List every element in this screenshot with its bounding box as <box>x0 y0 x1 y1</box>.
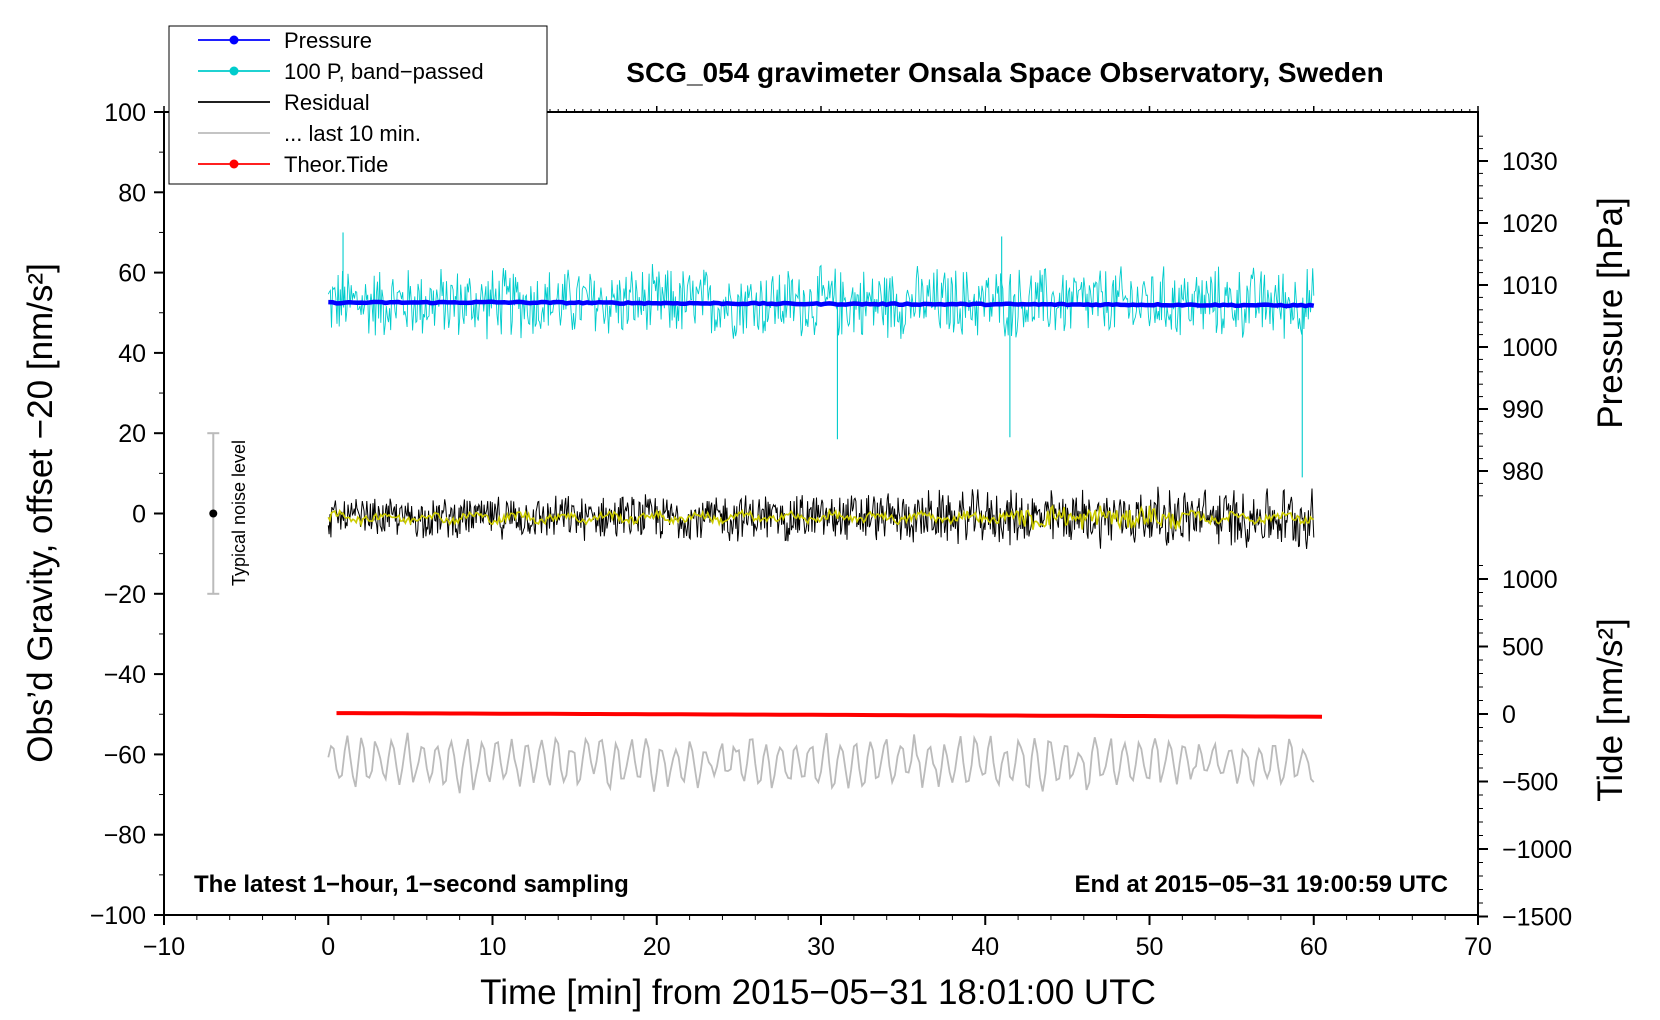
legend-marker <box>229 66 239 76</box>
legend-marker <box>229 35 239 45</box>
tide-tick-label: −1500 <box>1502 904 1572 932</box>
y-tick-label: −100 <box>90 902 146 930</box>
x-axis-title: Time [min] from 2015−05−31 18:01:00 UTC <box>480 973 1156 1012</box>
y-tick-label: −20 <box>104 581 146 609</box>
tide-tick-label: 500 <box>1502 634 1544 662</box>
annotation-end-time: End at 2015−05−31 19:00:59 UTC <box>1074 871 1448 898</box>
annotation-sampling: The latest 1−hour, 1−second sampling <box>194 871 629 898</box>
last-10-min-series <box>327 732 1315 794</box>
y-tick-label: 20 <box>118 420 146 448</box>
axes-layer: −10 0 10 20 30 40 50 60 70−100−80−60−40−20020406… <box>90 99 1573 961</box>
pressure-tick-label: 1010 <box>1502 272 1558 300</box>
residual-series <box>327 486 1315 550</box>
legend-label: Theor.Tide <box>284 152 388 177</box>
pressure-series <box>328 299 1315 309</box>
y-tick-label: 80 <box>118 179 146 207</box>
y-axis-title-left: Obs’d Gravity, offset −20 [nm/s²] <box>21 263 60 763</box>
pressure-tick-label: 1020 <box>1502 210 1558 238</box>
legend-box <box>168 25 548 185</box>
pressure-tick-label: 990 <box>1502 396 1544 424</box>
legend-label: 100 P, band−passed <box>284 59 484 84</box>
y-tick-label: 40 <box>118 340 146 368</box>
residual-smoothed-series <box>327 504 1314 531</box>
y-tick-label: −40 <box>104 661 146 689</box>
theoretical-tide-series <box>336 711 1323 719</box>
bandpassed-pressure-series <box>327 263 1315 340</box>
legend-label: Pressure <box>284 28 372 53</box>
x-tick-label: 0 <box>321 933 335 961</box>
tide-tick-label: 1000 <box>1502 566 1558 594</box>
y-tick-label: −60 <box>104 741 146 769</box>
pressure-tick-label: 1030 <box>1502 148 1558 176</box>
tide-tick-label: 0 <box>1502 701 1516 729</box>
x-tick-label: −10 <box>143 933 185 961</box>
x-tick-label: 10 <box>479 933 507 961</box>
legend-label: Residual <box>284 90 370 115</box>
x-tick-label: 40 <box>971 933 999 961</box>
legend-label: ... last 10 min. <box>284 121 421 146</box>
plot-layer <box>207 232 1323 794</box>
y-tick-label: −80 <box>104 822 146 850</box>
x-tick-label: 60 <box>1300 933 1328 961</box>
tide-tick-label: −500 <box>1502 769 1558 797</box>
noise-level-label: Typical noise level <box>229 440 249 586</box>
noise-bar-center-dot <box>209 509 218 518</box>
chart-title: SCG_054 gravimeter Onsala Space Observat… <box>626 57 1383 88</box>
y-tick-label: 100 <box>104 99 146 127</box>
x-tick-label: 30 <box>807 933 835 961</box>
tide-tick-label: −1000 <box>1502 836 1572 864</box>
x-tick-label: 20 <box>643 933 671 961</box>
x-tick-label: 70 <box>1464 933 1492 961</box>
legend-marker <box>229 159 239 169</box>
y-axis-title-pressure: Pressure [hPa] <box>1591 197 1630 429</box>
y-tick-label: 60 <box>118 260 146 288</box>
y-axis-title-tide: Tide [nm/s²] <box>1591 618 1630 801</box>
pressure-tick-label: 1000 <box>1502 334 1558 362</box>
pressure-tick-label: 980 <box>1502 458 1544 486</box>
legend: Pressure 100 P, band−passed Residual ... la… <box>168 25 548 185</box>
x-tick-label: 50 <box>1136 933 1164 961</box>
y-tick-label: 0 <box>132 501 146 529</box>
